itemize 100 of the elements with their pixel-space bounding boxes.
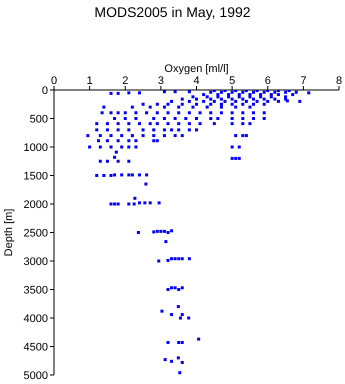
point <box>166 102 170 106</box>
point <box>95 174 98 177</box>
point <box>188 122 191 126</box>
y-tick-label: 4000 <box>24 312 48 325</box>
point <box>138 201 141 204</box>
point <box>170 360 174 363</box>
point <box>241 117 244 120</box>
point <box>110 92 112 95</box>
y-tick-label: 3500 <box>24 284 48 296</box>
point <box>148 106 152 109</box>
point <box>188 257 191 260</box>
point <box>145 173 148 176</box>
point <box>252 111 255 114</box>
point <box>262 90 266 94</box>
point <box>230 90 234 94</box>
point <box>127 128 130 132</box>
y-tick-label: 500 <box>30 113 48 126</box>
point <box>252 98 255 101</box>
point <box>116 202 120 206</box>
x-tick-label: 5 <box>229 75 236 87</box>
point <box>159 230 162 233</box>
point <box>156 230 159 233</box>
point <box>241 111 244 114</box>
point <box>145 111 148 114</box>
point <box>176 356 180 360</box>
point <box>127 139 130 142</box>
point <box>170 286 174 290</box>
point <box>177 288 180 291</box>
point <box>276 93 280 96</box>
point <box>113 117 116 120</box>
y-tick-label: 1000 <box>24 142 48 154</box>
point <box>152 139 156 142</box>
point <box>106 139 109 142</box>
point <box>170 313 174 316</box>
point <box>180 341 184 344</box>
point <box>252 102 255 106</box>
x-tick-label: 6 <box>264 75 271 87</box>
y-tick-label: 4500 <box>24 341 48 354</box>
point <box>116 128 120 132</box>
point <box>197 338 200 341</box>
point <box>142 134 145 138</box>
point <box>127 202 130 206</box>
point <box>130 134 134 138</box>
point <box>262 102 266 106</box>
point <box>230 111 234 114</box>
point <box>180 360 184 364</box>
point <box>262 117 266 120</box>
point <box>138 122 141 126</box>
point <box>188 128 191 132</box>
point <box>136 231 140 234</box>
point <box>156 102 159 106</box>
point <box>177 106 180 109</box>
point <box>230 146 234 148</box>
point <box>262 111 266 114</box>
x-tick-label: 4 <box>193 75 200 87</box>
point <box>206 106 209 109</box>
point <box>162 117 166 120</box>
point <box>158 201 161 204</box>
y-tick-label: 0 <box>42 84 48 97</box>
point <box>220 106 223 109</box>
x-tick-label: 8 <box>336 75 342 87</box>
point <box>174 117 177 120</box>
y-tick-label: 2500 <box>24 227 48 240</box>
point <box>220 111 223 114</box>
point <box>234 100 238 103</box>
point <box>100 111 104 114</box>
point <box>116 139 120 142</box>
point <box>166 341 170 344</box>
point <box>127 160 130 163</box>
point <box>195 102 198 106</box>
point <box>166 258 170 262</box>
point <box>124 111 127 114</box>
point <box>152 230 156 234</box>
point <box>202 100 206 103</box>
point <box>188 90 191 94</box>
point <box>114 150 118 154</box>
chart-title: MODS2005 in May, 1992 <box>93 4 252 20</box>
point <box>156 122 159 126</box>
point <box>157 260 160 262</box>
point <box>174 90 177 94</box>
point <box>116 122 120 126</box>
point <box>244 100 248 103</box>
point <box>152 128 156 132</box>
point <box>97 139 100 142</box>
point <box>234 156 238 160</box>
point <box>307 91 310 94</box>
x-axis-title: Oxygen [ml/l] <box>164 62 229 75</box>
point <box>162 134 166 138</box>
point <box>238 146 241 148</box>
point <box>170 100 174 103</box>
point <box>273 90 276 94</box>
point <box>113 156 116 159</box>
point <box>252 117 255 120</box>
point <box>134 146 138 148</box>
point <box>177 111 180 114</box>
point <box>142 102 145 106</box>
point <box>130 173 134 176</box>
point <box>113 202 116 206</box>
point <box>248 106 252 109</box>
point <box>156 111 159 114</box>
